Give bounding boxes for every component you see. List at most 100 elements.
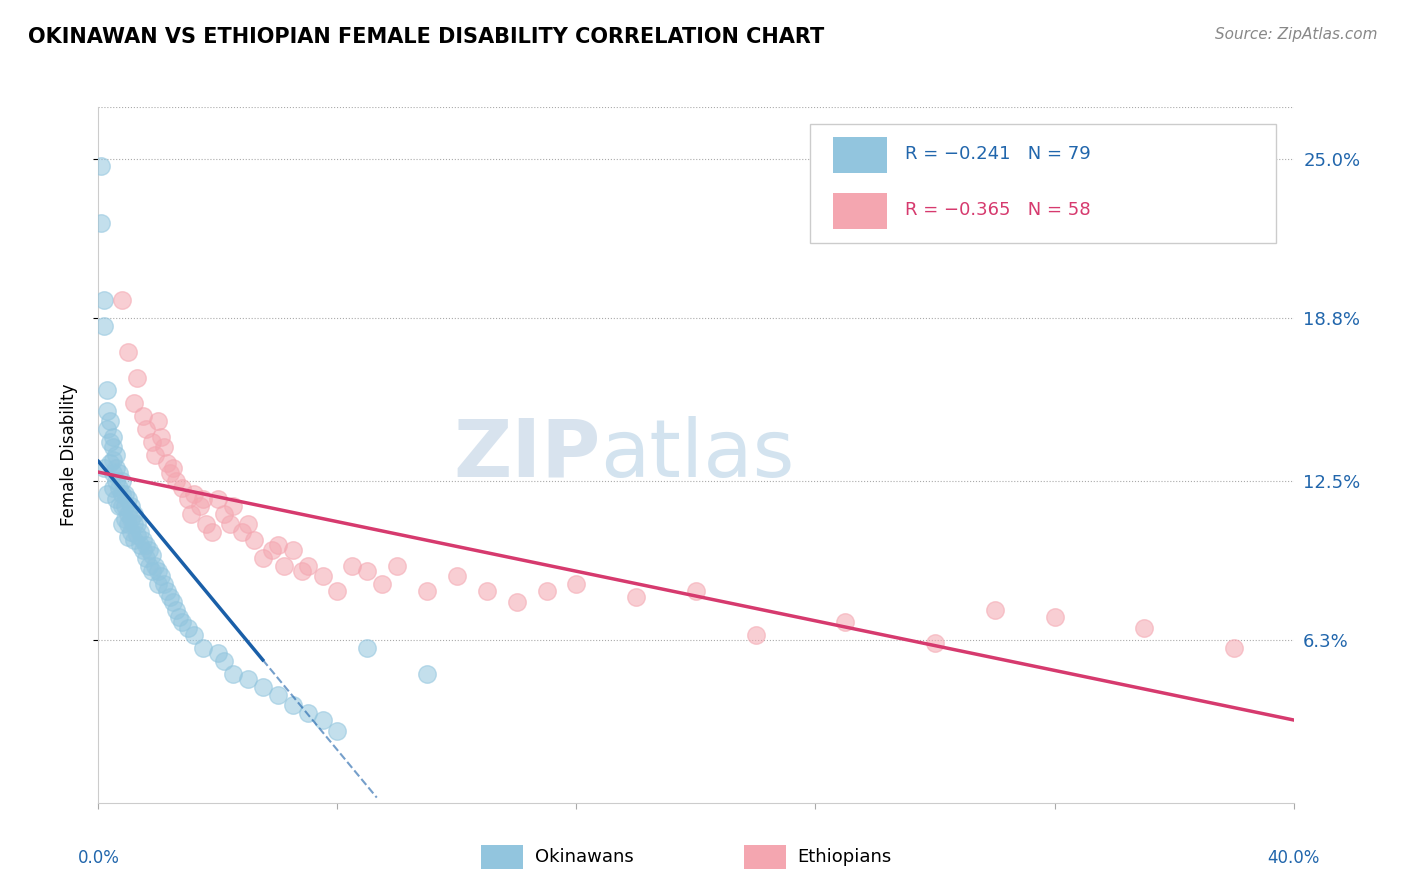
Point [90, 159, 112, 173]
Point [159, 466, 181, 480]
Point [236, 672, 259, 686]
Point [105, 474, 128, 488]
Point [1223, 641, 1246, 656]
Point [127, 370, 149, 384]
Point [167, 610, 190, 624]
Point [685, 584, 707, 599]
Point [117, 344, 139, 359]
Point [222, 500, 245, 514]
Bar [744, 845, 786, 869]
Point [132, 533, 155, 547]
Point [177, 491, 200, 506]
Point [565, 576, 588, 591]
Point [297, 706, 319, 720]
Point [162, 460, 184, 475]
Point [96, 384, 118, 398]
Point [150, 430, 173, 444]
Point [117, 491, 139, 506]
Point [105, 448, 128, 462]
Text: atlas: atlas [600, 416, 794, 494]
Y-axis label: Female Disability: Female Disability [59, 384, 77, 526]
Point [156, 456, 179, 470]
Point [127, 528, 149, 542]
Point [111, 474, 134, 488]
Point [177, 621, 200, 635]
Point [201, 525, 224, 540]
Point [117, 530, 139, 544]
Text: Source: ZipAtlas.com: Source: ZipAtlas.com [1215, 27, 1378, 42]
Point [148, 564, 170, 578]
Point [326, 723, 349, 738]
Point [356, 564, 378, 578]
Point [90, 216, 112, 230]
Point [117, 507, 139, 521]
Point [111, 293, 134, 308]
Bar [834, 193, 887, 229]
Point [267, 688, 290, 702]
Point [984, 602, 1007, 616]
Point [191, 491, 214, 506]
Point [120, 525, 142, 540]
Point [172, 615, 194, 630]
Point [148, 576, 170, 591]
Point [132, 409, 155, 424]
Point [191, 641, 214, 656]
Point [281, 698, 304, 712]
Point [156, 584, 179, 599]
Point [207, 646, 229, 660]
Point [236, 517, 259, 532]
Point [103, 482, 125, 496]
Point [129, 525, 152, 540]
Point [342, 558, 364, 573]
Point [165, 602, 187, 616]
Point [114, 512, 136, 526]
FancyBboxPatch shape [810, 124, 1275, 243]
Point [141, 435, 163, 450]
Text: 40.0%: 40.0% [1267, 849, 1320, 867]
Point [219, 517, 242, 532]
Point [124, 517, 146, 532]
Point [297, 558, 319, 573]
Point [195, 517, 218, 532]
Text: 0.0%: 0.0% [77, 849, 120, 867]
Text: R = −0.365   N = 58: R = −0.365 N = 58 [905, 201, 1091, 219]
Point [180, 507, 202, 521]
Point [100, 456, 122, 470]
Point [103, 430, 125, 444]
Point [93, 460, 115, 475]
Point [103, 440, 125, 454]
Bar [481, 845, 523, 869]
Point [243, 533, 266, 547]
Point [416, 584, 439, 599]
Point [132, 543, 155, 558]
Point [138, 543, 160, 558]
Point [124, 396, 146, 410]
Point [183, 628, 205, 642]
Point [96, 404, 118, 418]
Point [536, 584, 558, 599]
Point [311, 569, 333, 583]
Point [924, 636, 946, 650]
Point [111, 486, 134, 500]
Point [371, 576, 394, 591]
Point [326, 584, 349, 599]
Point [311, 714, 333, 728]
Point [105, 491, 128, 506]
Point [135, 551, 157, 566]
Point [114, 486, 136, 500]
Point [1133, 621, 1156, 635]
Point [96, 422, 118, 436]
Point [231, 525, 253, 540]
Point [281, 543, 304, 558]
Point [475, 584, 498, 599]
Point [143, 558, 166, 573]
Point [129, 538, 152, 552]
Text: Ethiopians: Ethiopians [797, 848, 891, 866]
Bar [834, 137, 887, 173]
Point [105, 460, 128, 475]
Point [356, 641, 378, 656]
Point [267, 538, 290, 552]
Point [108, 482, 131, 496]
Point [446, 569, 468, 583]
Point [212, 654, 235, 668]
